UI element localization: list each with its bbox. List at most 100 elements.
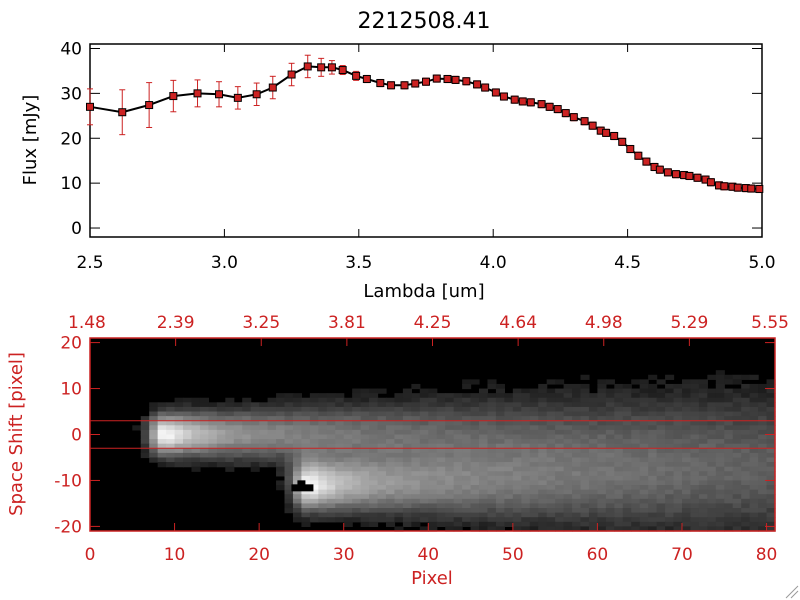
- image-pixel: [149, 425, 159, 431]
- image-pixel: [512, 521, 522, 528]
- image-pixel: [309, 402, 319, 408]
- image-pixel: [758, 393, 768, 399]
- image-pixel: [470, 457, 480, 463]
- image-pixel: [157, 411, 167, 417]
- image-pixel: [665, 462, 675, 468]
- image-pixel: [318, 517, 328, 523]
- image-pixel: [495, 471, 505, 477]
- image-pixel: [572, 434, 582, 440]
- image-top-wavelength-ticks: 1.48 2.39 3.25 3.81 4.25 4.64 4.98 5.29 5.55: [68, 313, 789, 346]
- image-pixel: [233, 406, 243, 413]
- image-pixel: [335, 517, 345, 523]
- image-pixel: [665, 471, 675, 477]
- image-pixel: [555, 388, 565, 394]
- image-pixel: [487, 475, 497, 482]
- image-pixel: [572, 498, 582, 505]
- image-x-tick-label: 20: [248, 545, 270, 565]
- image-pixel: [292, 443, 303, 449]
- image-pixel: [208, 406, 218, 413]
- image-pixel: [453, 448, 463, 454]
- image-pixel: [309, 439, 319, 445]
- image-pixel: [318, 429, 328, 436]
- image-pixel: [225, 466, 235, 472]
- image-pixel: [352, 489, 362, 495]
- image-pixel: [411, 471, 421, 477]
- image-pixel: [419, 498, 429, 505]
- image-pixel: [724, 471, 734, 477]
- image-pixel: [605, 517, 615, 523]
- image-pixel: [538, 526, 548, 532]
- image-pixel: [580, 448, 590, 454]
- spectrum-point: [733, 183, 742, 192]
- image-pixel: [504, 448, 514, 454]
- image-pixel: [326, 457, 336, 463]
- image-pixel: [588, 494, 599, 500]
- image-pixel: [563, 425, 573, 431]
- image-pixel: [580, 466, 590, 472]
- image-pixel: [470, 411, 480, 417]
- image-pixel: [656, 457, 666, 463]
- image-pixel: [284, 462, 294, 468]
- image-pixel: [369, 485, 379, 491]
- image-pixel: [698, 379, 708, 385]
- image-pixel: [546, 425, 556, 431]
- image-pixel: [529, 480, 539, 486]
- image-pixel: [741, 429, 751, 436]
- spectrum-point: [626, 145, 635, 154]
- image-pixel: [597, 406, 607, 413]
- image-pixel: [631, 425, 641, 431]
- image-pixel: [411, 411, 421, 417]
- image-pixel: [369, 517, 379, 523]
- image-pixel: [758, 448, 768, 454]
- image-pixel: [622, 393, 632, 399]
- image-pixel: [504, 517, 514, 523]
- image-pixel: [428, 420, 438, 426]
- image-pixel: [411, 434, 421, 440]
- image-pixel: [656, 452, 666, 459]
- image-pixel: [741, 517, 751, 523]
- image-pixel: [512, 439, 522, 445]
- spectrum-point: [422, 77, 430, 86]
- image-pixel: [149, 406, 159, 413]
- image-pixel: [335, 471, 345, 477]
- image-pixel: [233, 429, 243, 436]
- image-pixel: [681, 466, 692, 472]
- image-pixel: [419, 485, 429, 491]
- image-pixel: [504, 494, 514, 500]
- image-pixel: [157, 439, 167, 445]
- image-pixel: [377, 416, 387, 422]
- image-pixel: [318, 489, 328, 495]
- image-pixel: [233, 439, 243, 445]
- image-pixel: [631, 397, 641, 403]
- image-pixel: [690, 521, 700, 528]
- spectrum-point: [451, 75, 460, 84]
- image-pixel: [166, 448, 176, 454]
- image-pixel: [707, 416, 717, 422]
- image-pixel: [614, 416, 624, 422]
- image-pixel: [470, 494, 480, 500]
- image-pixel: [512, 457, 522, 463]
- image-pixel: [445, 462, 455, 468]
- image-pixel: [648, 489, 658, 495]
- image-pixel: [648, 498, 658, 505]
- image-pixel: [292, 411, 303, 417]
- image-pixel: [436, 466, 446, 472]
- image-pixel: [580, 439, 590, 445]
- image-pixel: [732, 374, 742, 380]
- image-pixel: [665, 457, 675, 463]
- image-pixel: [174, 434, 184, 440]
- image-pixel: [698, 489, 708, 495]
- image-pixel: [504, 406, 514, 413]
- image-pixel: [233, 452, 243, 459]
- image-pixel: [614, 526, 624, 532]
- image-pixel: [622, 402, 632, 408]
- image-pixel: [648, 517, 658, 523]
- image-pixel: [453, 406, 463, 413]
- image-pixel: [631, 508, 641, 514]
- image-pixel: [614, 475, 624, 482]
- image-pixel: [377, 457, 387, 463]
- image-pixel: [555, 393, 565, 399]
- image-pixel: [707, 393, 717, 399]
- image-pixel: [343, 443, 353, 449]
